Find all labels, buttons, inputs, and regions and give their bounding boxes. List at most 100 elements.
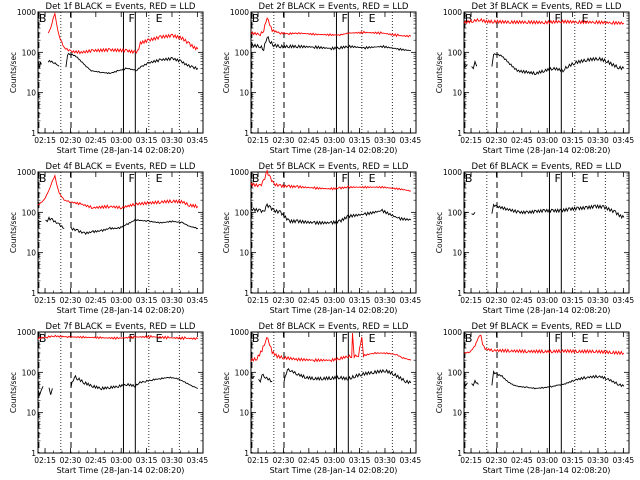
y-tick-label: 1 <box>457 129 462 138</box>
x-tick-label: 02:30 <box>60 456 82 465</box>
plot-frame <box>250 171 417 294</box>
x-tick-label: 02:15 <box>247 136 269 145</box>
x-axis-label: Start Time (28-Jan-14 02:08:20) <box>270 466 398 475</box>
x-tick-label: 02:30 <box>486 296 508 305</box>
region-label: E <box>156 332 163 345</box>
series-lld-line <box>463 17 625 26</box>
region-label: E <box>582 332 589 345</box>
x-axis-label: Start Time (28-Jan-14 02:08:20) <box>483 306 611 315</box>
plot-frame <box>37 331 204 454</box>
y-tick-label: 1000 <box>443 168 462 177</box>
series-lld-line <box>463 334 625 356</box>
x-tick-label: 02:15 <box>247 296 269 305</box>
y-tick-label: 1000 <box>17 328 36 337</box>
series-events-line <box>491 53 625 76</box>
x-tick-label: 02:45 <box>85 296 107 305</box>
series-lld-line <box>250 17 412 38</box>
y-tick-label: 10 <box>452 249 462 258</box>
series-events-line <box>70 374 199 391</box>
x-tick-label: 03:30 <box>374 456 396 465</box>
x-tick-label: 03:30 <box>374 296 396 305</box>
x-tick-label: 03:15 <box>136 136 158 145</box>
panel-title: Det 4f BLACK = Events, RED = LLD <box>46 162 196 172</box>
y-tick-label: 1000 <box>230 168 249 177</box>
panel-title: Det 3f BLACK = Events, RED = LLD <box>472 2 622 12</box>
region-label: E <box>582 12 589 25</box>
x-tick-label: 02:30 <box>273 456 295 465</box>
series-events-line <box>471 379 479 387</box>
panel-title: Det 8f BLACK = Events, RED = LLD <box>259 322 409 332</box>
y-tick-label: 1000 <box>230 328 249 337</box>
x-tick-label: 03:00 <box>110 456 132 465</box>
y-tick-label: 100 <box>22 208 37 217</box>
x-tick-label: 02:45 <box>298 296 320 305</box>
region-label: F <box>342 172 348 185</box>
x-tick-label: 02:15 <box>247 456 269 465</box>
region-label: F <box>555 12 561 25</box>
y-tick-label: 100 <box>448 48 463 57</box>
y-tick-label: 100 <box>235 368 250 377</box>
series-events-line <box>463 382 468 387</box>
x-axis-label: Start Time (28-Jan-14 02:08:20) <box>270 306 398 315</box>
x-tick-label: 03:15 <box>562 296 584 305</box>
region-label: B <box>465 172 473 185</box>
x-tick-label: 02:30 <box>486 456 508 465</box>
x-tick-label: 03:00 <box>323 456 345 465</box>
series-events-line <box>48 387 53 395</box>
y-tick-label: 10 <box>239 89 249 98</box>
x-tick-label: 03:00 <box>536 296 558 305</box>
x-tick-label: 03:15 <box>349 456 371 465</box>
x-tick-label: 03:45 <box>187 136 209 145</box>
y-tick-label: 100 <box>22 368 37 377</box>
series-events-line <box>37 219 42 223</box>
x-tick-label: 02:45 <box>298 136 320 145</box>
panel-det1: Det 1f BLACK = Events, RED = LLD 1 10 100 10… <box>9 2 208 155</box>
region-label: B <box>465 12 473 25</box>
y-axis-label: Counts/sec <box>9 212 18 253</box>
panel-det9: Det 9f BLACK = Events, RED = LLD 1 10 100 10… <box>435 322 634 475</box>
x-tick-label: 03:00 <box>110 296 132 305</box>
region-label: E <box>156 172 163 185</box>
series-lld-line <box>37 174 199 210</box>
panel-title: Det 1f BLACK = Events, RED = LLD <box>46 2 196 12</box>
panel-det5: Det 5f BLACK = Events, RED = LLD 1 10 100 10… <box>222 162 421 315</box>
x-tick-label: 03:00 <box>536 456 558 465</box>
series-lld-line <box>37 334 199 341</box>
series-lld-line <box>47 11 199 55</box>
x-tick-label: 02:30 <box>273 296 295 305</box>
y-tick-label: 1 <box>31 289 36 298</box>
x-tick-label: 03:30 <box>161 456 183 465</box>
series-events-line <box>471 212 476 216</box>
x-tick-label: 03:00 <box>110 136 132 145</box>
y-tick-label: 10 <box>452 409 462 418</box>
series-events-line <box>463 64 468 68</box>
x-tick-label: 02:45 <box>298 456 320 465</box>
region-label: E <box>582 172 589 185</box>
y-axis-label: Counts/sec <box>9 372 18 413</box>
x-tick-label: 02:30 <box>273 136 295 145</box>
y-axis-label: Counts/sec <box>435 372 444 413</box>
x-tick-label: 02:15 <box>460 456 482 465</box>
series-events-line <box>250 202 412 226</box>
y-tick-label: 10 <box>26 89 36 98</box>
x-tick-label: 03:30 <box>587 136 609 145</box>
x-tick-label: 03:00 <box>323 296 345 305</box>
series-events-line <box>47 59 60 67</box>
y-axis-label: Counts/sec <box>222 372 231 413</box>
x-axis-label: Start Time (28-Jan-14 02:08:20) <box>57 146 185 155</box>
x-tick-label: 02:45 <box>85 136 107 145</box>
x-tick-label: 03:00 <box>323 136 345 145</box>
series-events-line <box>37 61 42 69</box>
region-label: E <box>369 172 376 185</box>
y-tick-label: 1000 <box>17 8 36 17</box>
x-tick-label: 02:15 <box>460 296 482 305</box>
panel-det6: Det 6f BLACK = Events, RED = LLD 1 10 100 10… <box>435 162 634 315</box>
y-tick-label: 1 <box>244 449 249 458</box>
plot-frame <box>463 331 630 454</box>
x-tick-label: 02:15 <box>34 296 56 305</box>
series-events-line <box>283 368 412 385</box>
x-tick-label: 03:30 <box>161 296 183 305</box>
y-tick-label: 1 <box>31 129 36 138</box>
series-events-line <box>70 218 199 236</box>
x-tick-label: 03:30 <box>374 136 396 145</box>
